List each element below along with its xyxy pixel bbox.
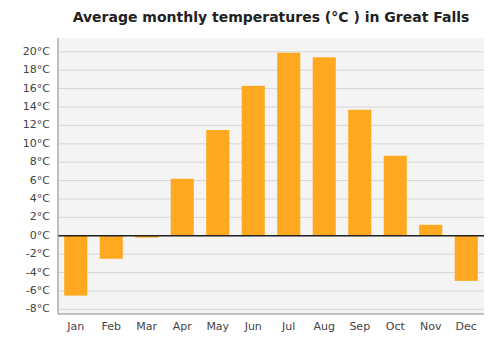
chart-container: -8°C -6°C -4°C -2°C 0°C 2°C 4°C 6°C 8°C 10°C 12°C 1…: [0, 0, 500, 350]
y-tick-label: -8°C: [26, 302, 50, 315]
bar: [206, 130, 229, 236]
grid-line: [58, 51, 484, 52]
x-tick-label: Nov: [420, 320, 442, 333]
grid: [58, 52, 484, 310]
bar: [455, 236, 478, 281]
y-tick-label: 2°C: [30, 210, 50, 223]
grid-line: [58, 107, 484, 108]
x-axis-line: [58, 314, 484, 315]
y-tick-label: 8°C: [30, 155, 50, 168]
chart-svg: -8°C -6°C -4°C -2°C 0°C 2°C 4°C 6°C 8°C 10°C 12°C 1…: [0, 0, 500, 350]
grid-line: [58, 217, 484, 218]
bar: [171, 179, 194, 236]
x-tick-label: Oct: [386, 320, 406, 333]
bar: [348, 110, 371, 236]
y-tick-label: 20°C: [23, 45, 50, 58]
x-tick-label: Mar: [136, 320, 157, 333]
grid-line: [58, 143, 484, 144]
x-tick-label: May: [206, 320, 229, 333]
y-tick-label: -2°C: [26, 247, 50, 260]
x-tick-label: Apr: [173, 320, 193, 333]
x-tick-label: Jul: [281, 320, 295, 333]
grid-line: [58, 199, 484, 200]
y-tick-label: 18°C: [23, 63, 50, 76]
bar: [313, 57, 336, 235]
grid-line: [58, 125, 484, 126]
x-tick-label: Dec: [456, 320, 477, 333]
y-tick-label: 0°C: [30, 229, 50, 242]
chart-title: Average monthly temperatures (°C ) in Gr…: [73, 9, 470, 25]
grid-line: [58, 235, 484, 236]
y-tick-label: 6°C: [30, 174, 50, 187]
bar: [384, 156, 407, 236]
x-tick-label: Feb: [102, 320, 121, 333]
grid-line: [58, 162, 484, 163]
x-tick-label: Jan: [66, 320, 84, 333]
y-tick-label: 12°C: [23, 118, 50, 131]
grid-line: [58, 180, 484, 181]
y-axis-line: [58, 38, 59, 314]
bar: [277, 53, 300, 236]
bars: [58, 53, 484, 296]
y-tick-label: -4°C: [26, 266, 50, 279]
grid-line: [58, 88, 484, 89]
grid-line: [58, 70, 484, 71]
y-tick-label: -6°C: [26, 284, 50, 297]
zero-line: [58, 235, 484, 237]
y-tick-label: 4°C: [30, 192, 50, 205]
y-tick-label: 10°C: [23, 137, 50, 150]
bar: [242, 86, 265, 236]
y-tick-label: 16°C: [23, 82, 50, 95]
bar: [100, 236, 123, 259]
bar: [64, 236, 87, 296]
plot-area: [58, 38, 484, 314]
y-tick-label: 14°C: [23, 100, 50, 113]
x-tick-label: Sep: [349, 320, 370, 333]
grid-line: [58, 309, 484, 310]
x-tick-label: Aug: [314, 320, 335, 333]
grid-line: [58, 291, 484, 292]
x-tick-label: Jun: [244, 320, 262, 333]
bar: [419, 225, 442, 236]
grid-line: [58, 272, 484, 273]
